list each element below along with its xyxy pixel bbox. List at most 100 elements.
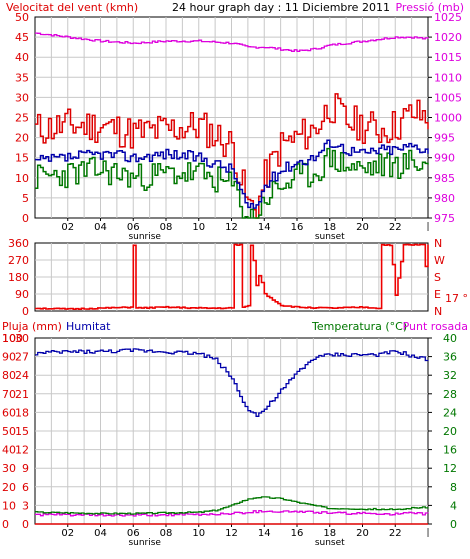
wind-ticks: 0510152025303540455097598098599099510001…: [15, 11, 462, 242]
legend-dewpoint: Punt rosada: [403, 320, 468, 333]
x-tick-label: 06: [127, 222, 140, 233]
rain-tick-label: 10: [2, 332, 16, 345]
pressure-tick-label: 1000: [434, 112, 462, 125]
temperature-tick-label: 36: [443, 351, 457, 364]
temperature-readout: 17 °: [445, 292, 468, 305]
sunrise-label: sunrise: [128, 538, 161, 548]
direction-grid: [35, 243, 428, 311]
chart-title: 24 hour graph day : 11 Diciembre 2011: [172, 1, 390, 14]
pressure-tick-label: 1020: [434, 31, 462, 44]
temperature-tick-label: 4: [450, 499, 457, 512]
compass-label: N: [434, 237, 442, 250]
mid-tick-label: 6: [22, 481, 29, 494]
x-tick-label: 04: [94, 528, 107, 539]
direction-tick-label: 90: [15, 288, 29, 301]
pressure-tick-label: 990: [434, 152, 455, 165]
humidity-tick-label: 80: [2, 369, 16, 382]
legend-rain: Pluja (mm): [2, 320, 62, 333]
wind-avg-line: [35, 139, 429, 209]
humidity-tick-label: 30: [2, 462, 16, 475]
x-tick-label: 02: [61, 222, 74, 233]
mid-tick-label: 12: [15, 444, 29, 457]
wind-tick-label: 40: [15, 51, 29, 64]
x-tick-label: 22: [389, 528, 402, 539]
mid-tick-label: 24: [15, 369, 29, 382]
temperature-tick-label: 12: [443, 462, 457, 475]
mid-tick-label: 15: [15, 425, 29, 438]
mid-tick-label: 27: [15, 351, 29, 364]
temperature-tick-label: 32: [443, 369, 457, 382]
x-tick-label: 02: [61, 528, 74, 539]
humidity-tick-label: 40: [2, 444, 16, 457]
humidity-tick-label: 100: [2, 332, 23, 345]
direction-tick-label: 360: [8, 237, 29, 250]
wind-tick-label: 30: [15, 91, 29, 104]
mid-tick-label: 21: [15, 388, 29, 401]
humidity-tick-label: 60: [2, 406, 16, 419]
pressure-tick-label: 980: [434, 192, 455, 205]
legend-temperature: Temperatura (°C): [311, 320, 407, 333]
wind-tick-label: 15: [15, 152, 29, 165]
pressure-tick-label: 1015: [434, 51, 462, 64]
wind-tick-label: 45: [15, 31, 29, 44]
compass-label: W: [434, 254, 445, 267]
humidity-tick-label: 90: [2, 351, 16, 364]
pressure-tick-label: 1005: [434, 91, 462, 104]
x-tick-label: 12: [225, 528, 238, 539]
humidity-tick-label: 70: [2, 388, 16, 401]
x-tick-label: 12: [225, 222, 238, 233]
thermo-grid: [35, 338, 428, 524]
wind-gust-line: [35, 93, 429, 219]
wind-series: [35, 32, 429, 219]
x-tick-label: 16: [291, 528, 304, 539]
x-tick-label: 18: [323, 528, 336, 539]
mid-tick-label: 9: [22, 462, 29, 475]
temperature-line: [35, 496, 429, 515]
humidity-tick-label: 10: [2, 499, 16, 512]
direction-tick-label: 270: [8, 254, 29, 267]
x-tick-label: 10: [192, 222, 205, 233]
pressure-line: [35, 32, 429, 52]
wind-tick-label: 0: [22, 212, 29, 225]
temperature-tick-label: 16: [443, 444, 457, 457]
wind-tick-label: 25: [15, 112, 29, 125]
compass-label: N: [434, 305, 442, 318]
pressure-axis-title: Pressió (mb): [395, 1, 464, 14]
direction-tick-label: 180: [8, 271, 29, 284]
temperature-tick-label: 40: [443, 332, 457, 345]
pressure-tick-label: 985: [434, 172, 455, 185]
x-tick-label: 20: [356, 222, 369, 233]
mid-tick-label: 3: [22, 499, 29, 512]
direction-tick-label: 0: [22, 305, 29, 318]
sunset-label: sunset: [315, 232, 345, 242]
mid-tick-label: 30: [15, 332, 29, 345]
x-tick-label: 14: [258, 528, 271, 539]
humidity-tick-label: 20: [2, 481, 16, 494]
direction-series: [35, 243, 429, 310]
temperature-tick-label: 20: [443, 425, 457, 438]
sunset-label: sunset: [315, 538, 345, 548]
compass-label: E: [434, 288, 441, 301]
humidity-tick-label: 0: [2, 518, 9, 531]
temperature-tick-label: 0: [450, 518, 457, 531]
temperature-tick-label: 24: [443, 406, 457, 419]
compass-label: S: [434, 271, 441, 284]
humidity-tick-label: 50: [2, 425, 16, 438]
wind-min-line: [35, 147, 429, 219]
pressure-tick-label: 1025: [434, 11, 462, 24]
x-tick-label: 10: [192, 528, 205, 539]
pressure-tick-label: 1010: [434, 71, 462, 84]
legend-humidity: Humitat: [66, 320, 111, 333]
wind-tick-label: 5: [22, 192, 29, 205]
thermo-series: [35, 348, 429, 525]
mid-tick-label: 18: [15, 406, 29, 419]
wind-tick-label: 10: [15, 172, 29, 185]
x-tick-label: 22: [389, 222, 402, 233]
x-tick-label: 16: [291, 222, 304, 233]
x-tick-label: 04: [94, 222, 107, 233]
wind-tick-label: 50: [15, 11, 29, 24]
x-tick-label: 18: [323, 222, 336, 233]
